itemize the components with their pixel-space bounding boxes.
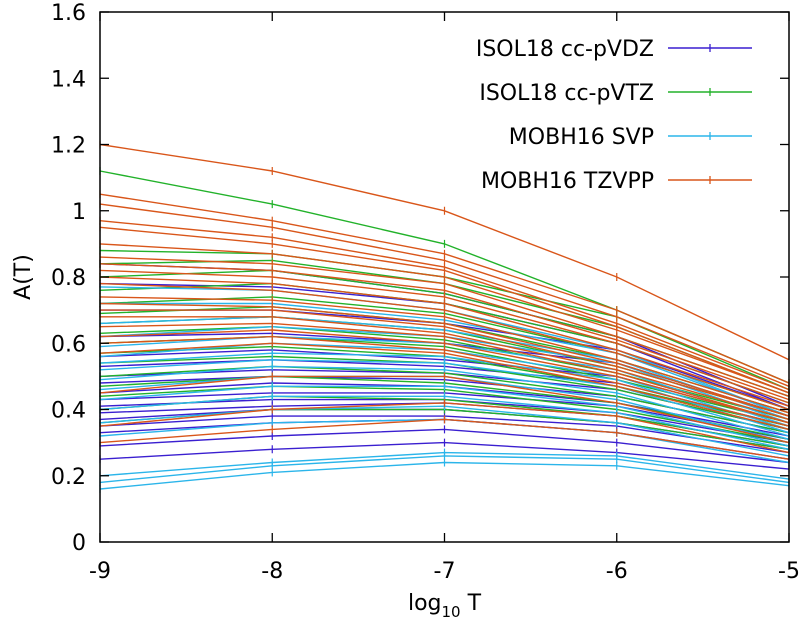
legend-item: ISOL18 cc-pVDZ	[476, 37, 752, 62]
x-tick-label: -8	[261, 559, 283, 584]
x-tick-label: -9	[89, 559, 111, 584]
y-tick-label: 0.6	[51, 332, 86, 357]
x-tick-label: -6	[606, 559, 628, 584]
legend-label: ISOL18 cc-pVDZ	[476, 37, 654, 62]
x-axis-label-suffix: T	[461, 591, 482, 616]
x-tick-label: -5	[778, 559, 800, 584]
y-tick-label: 1.6	[51, 1, 86, 26]
legend-label: MOBH16 SVP	[509, 125, 654, 150]
y-tick-label: 1.4	[51, 67, 86, 92]
legend-item: ISOL18 cc-pVTZ	[479, 81, 752, 106]
series-4	[99, 140, 790, 464]
legend-label: MOBH16 TZVPP	[481, 169, 654, 194]
y-axis-label: A(T)	[11, 254, 36, 300]
axis-ticks: 0 0.2 0.4 0.6 0.8 1 1.2 1.4 1.6 -9 -8 -7 -6 -5	[51, 1, 800, 584]
x-axis-label: log10 T	[408, 591, 482, 621]
legend: ISOL18 cc-pVDZ ISOL18 cc-pVTZ MOBH16 SVP MO…	[476, 37, 752, 194]
y-tick-label: 1.2	[51, 134, 86, 159]
y-tick-label: 0	[72, 531, 86, 556]
legend-item: MOBH16 TZVPP	[481, 169, 752, 194]
y-tick-label: 1	[72, 200, 86, 225]
y-tick-label: 0.4	[51, 399, 86, 424]
x-axis-label-subscript: 10	[442, 603, 461, 621]
legend-item: MOBH16 SVP	[509, 125, 752, 150]
y-tick-label: 0.2	[51, 465, 86, 490]
x-tick-label: -7	[434, 559, 456, 584]
x-axis-label-base: log	[408, 591, 442, 616]
series-layer	[99, 140, 790, 493]
legend-label: ISOL18 cc-pVTZ	[479, 81, 654, 106]
y-tick-label: 0.8	[51, 266, 86, 291]
